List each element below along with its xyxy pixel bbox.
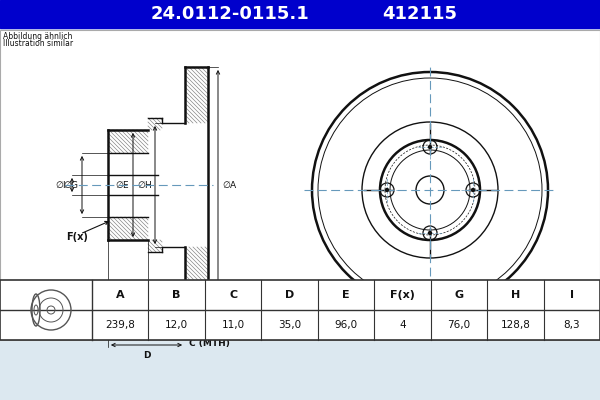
Circle shape	[386, 188, 389, 192]
Text: 11,0: 11,0	[221, 320, 245, 330]
Text: E: E	[342, 290, 350, 300]
Bar	[0, 280, 600, 340]
Text: 412115: 412115	[383, 5, 458, 23]
Text: $\varnothing$I: $\varnothing$I	[55, 180, 67, 190]
Bar	[0, 0, 600, 28]
Text: 8,3: 8,3	[563, 320, 580, 330]
Text: D: D	[285, 290, 294, 300]
Text: G: G	[454, 290, 463, 300]
Text: 239,8: 239,8	[105, 320, 135, 330]
Text: F(x): F(x)	[66, 232, 88, 242]
Text: A: A	[116, 290, 125, 300]
Text: Abbildung ähnlich: Abbildung ähnlich	[3, 32, 73, 41]
Text: D: D	[143, 351, 150, 360]
Bar	[0, 30, 600, 340]
Text: 35,0: 35,0	[278, 320, 301, 330]
Text: I: I	[570, 290, 574, 300]
Text: $\varnothing$H: $\varnothing$H	[137, 180, 153, 190]
Text: B: B	[163, 327, 170, 336]
Text: 12,0: 12,0	[165, 320, 188, 330]
Circle shape	[472, 188, 475, 192]
Text: 96,0: 96,0	[334, 320, 358, 330]
Text: C (MTH): C (MTH)	[189, 339, 230, 348]
Bar	[0, 30, 600, 340]
Circle shape	[428, 232, 431, 234]
Text: 4: 4	[399, 320, 406, 330]
Text: $\varnothing$G: $\varnothing$G	[63, 180, 79, 190]
Circle shape	[428, 146, 431, 148]
Text: 76,0: 76,0	[448, 320, 470, 330]
Text: 128,8: 128,8	[500, 320, 530, 330]
Text: B: B	[172, 290, 181, 300]
Text: C: C	[229, 290, 237, 300]
Text: $\varnothing$E: $\varnothing$E	[115, 180, 130, 190]
Text: Illustration similar: Illustration similar	[3, 39, 73, 48]
Text: F(x): F(x)	[390, 290, 415, 300]
Text: H: H	[511, 290, 520, 300]
Text: $\varnothing$A: $\varnothing$A	[222, 180, 238, 190]
Text: 24.0112-0115.1: 24.0112-0115.1	[151, 5, 310, 23]
